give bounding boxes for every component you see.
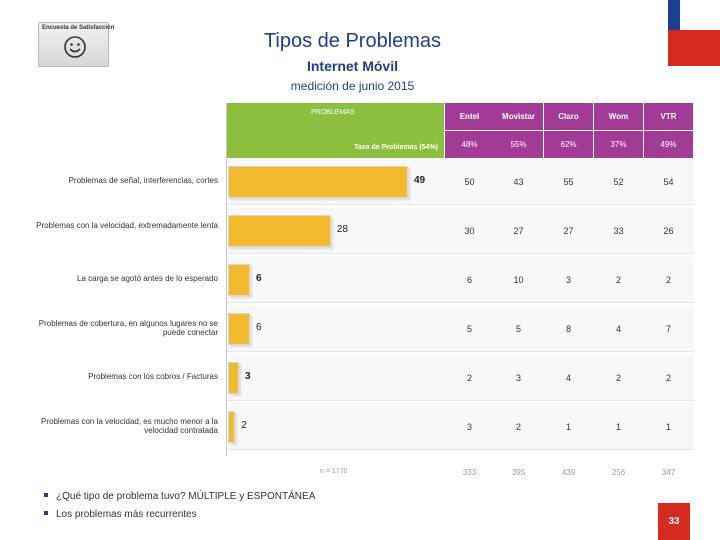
operator-n-movistar: 395 [511,468,526,477]
n-total: n = 1770 [320,468,348,475]
table-cell: 52 [613,177,624,187]
problem-label: Problemas de señal, interferencias, cort… [68,176,218,186]
bullet-item: ¿Qué tipo de problema tuvo? MÚLTIPLE y E… [44,491,315,502]
survey-logo: Encuesta de Satisfacción [38,22,114,67]
bar-value-label: 2 [241,420,247,431]
table-cell: 6 [466,275,472,285]
table-row [227,404,694,450]
table-cell: 26 [663,226,674,236]
smiley-icon [64,36,86,58]
table-cell: 50 [464,177,475,187]
operator-rate-vtr: 49% [644,131,693,158]
chile-flag-emblem [668,0,720,66]
operator-header-movistar: Movistar [494,103,543,130]
problems-header: PROBLEMAS Tasa de Problemas (54%) [227,103,444,158]
table-cell: 43 [513,177,524,187]
bar-value-label: 28 [336,224,348,235]
table-cell: 27 [513,226,524,236]
operator-n-claro: 439 [561,468,576,477]
operator-header-entel: Entel [445,103,494,130]
problem-label: Problemas con los cobros / Facturas [88,372,218,382]
table-cell: 3 [515,373,521,383]
bar-value-label: 6 [256,322,262,333]
table-cell: 1 [565,422,571,432]
problem-label: Problemas con la velocidad, es mucho men… [41,416,218,436]
table-cell: 5 [515,324,521,334]
table-cell: 2 [665,373,671,383]
table-cell: 2 [615,275,621,285]
operator-header-vtr: VTR [644,103,693,130]
table-cell: 2 [615,373,621,383]
operator-n-wom: 256 [611,468,626,477]
operator-rate-movistar: 55% [494,131,543,158]
table-cell: 2 [515,422,521,432]
table-cell: 7 [665,324,671,334]
bar-value-label: 3 [245,371,251,382]
table-cell: 55 [563,177,574,187]
table-cell: 27 [563,226,574,236]
problem-label: Problemas con la velocidad, extremadamen… [36,220,218,230]
table-cell: 2 [466,373,472,383]
table-cell: 8 [565,324,571,334]
bullet-question: ¿Qué tipo de problema tuvo? MÚLTIPLE y E… [56,491,316,502]
table-cell: 4 [615,324,621,334]
table-cell: 1 [665,422,671,432]
problems-label: PROBLEMAS [311,109,355,116]
page-title: Tipos de Problemas [263,30,442,52]
period-label: medición de junio 2015 [290,79,415,93]
operator-header-claro: Claro [544,103,593,130]
bullet-item: Los problemas más recurrentes [44,509,315,520]
page-subtitle: Internet Móvil [306,58,398,74]
table-cell: 3 [565,275,571,285]
problem-bar [228,411,236,443]
table-row [227,355,694,401]
tasa-label: Tasa de Problemas (54%) [354,144,438,151]
bullet-note: Los problemas más recurrentes [56,509,197,520]
operator-n-entel: 333 [462,468,477,477]
operator-rate-entel: 48% [445,131,494,158]
problem-label: La carga se agotó antes de lo esperado [77,274,218,284]
operator-n-vtr: 347 [661,468,676,477]
table-cell: 33 [613,226,624,236]
page-number: 33 [658,503,690,540]
problem-bar [228,166,408,198]
table-cell: 3 [466,422,472,432]
table-cell: 54 [663,177,674,187]
problem-bar [228,362,240,394]
problem-bar [228,313,251,345]
problem-label: Problemas de cobertura, en algunos lugar… [38,318,218,338]
operator-rate-wom: 37% [594,131,643,158]
table-cell: 2 [665,275,671,285]
footnote-bullets: ¿Qué tipo de problema tuvo? MÚLTIPLE y E… [44,491,315,527]
table-row [227,306,694,352]
table-cell: 5 [466,324,472,334]
bar-value-label: 49 [414,175,426,186]
problem-bar [228,215,331,247]
problem-bar [228,264,251,296]
operator-rate-claro: 62% [544,131,593,158]
logo-text: Encuesta de Satisfacción [42,25,115,31]
bar-value-label: 6 [256,273,262,284]
operator-header-wom: Wom [594,103,643,130]
table-cell: 1 [615,422,621,432]
chart-axis-line [226,103,227,456]
table-cell: 30 [464,226,475,236]
table-cell: 10 [513,275,524,285]
table-row [227,257,694,303]
table-cell: 4 [565,373,571,383]
